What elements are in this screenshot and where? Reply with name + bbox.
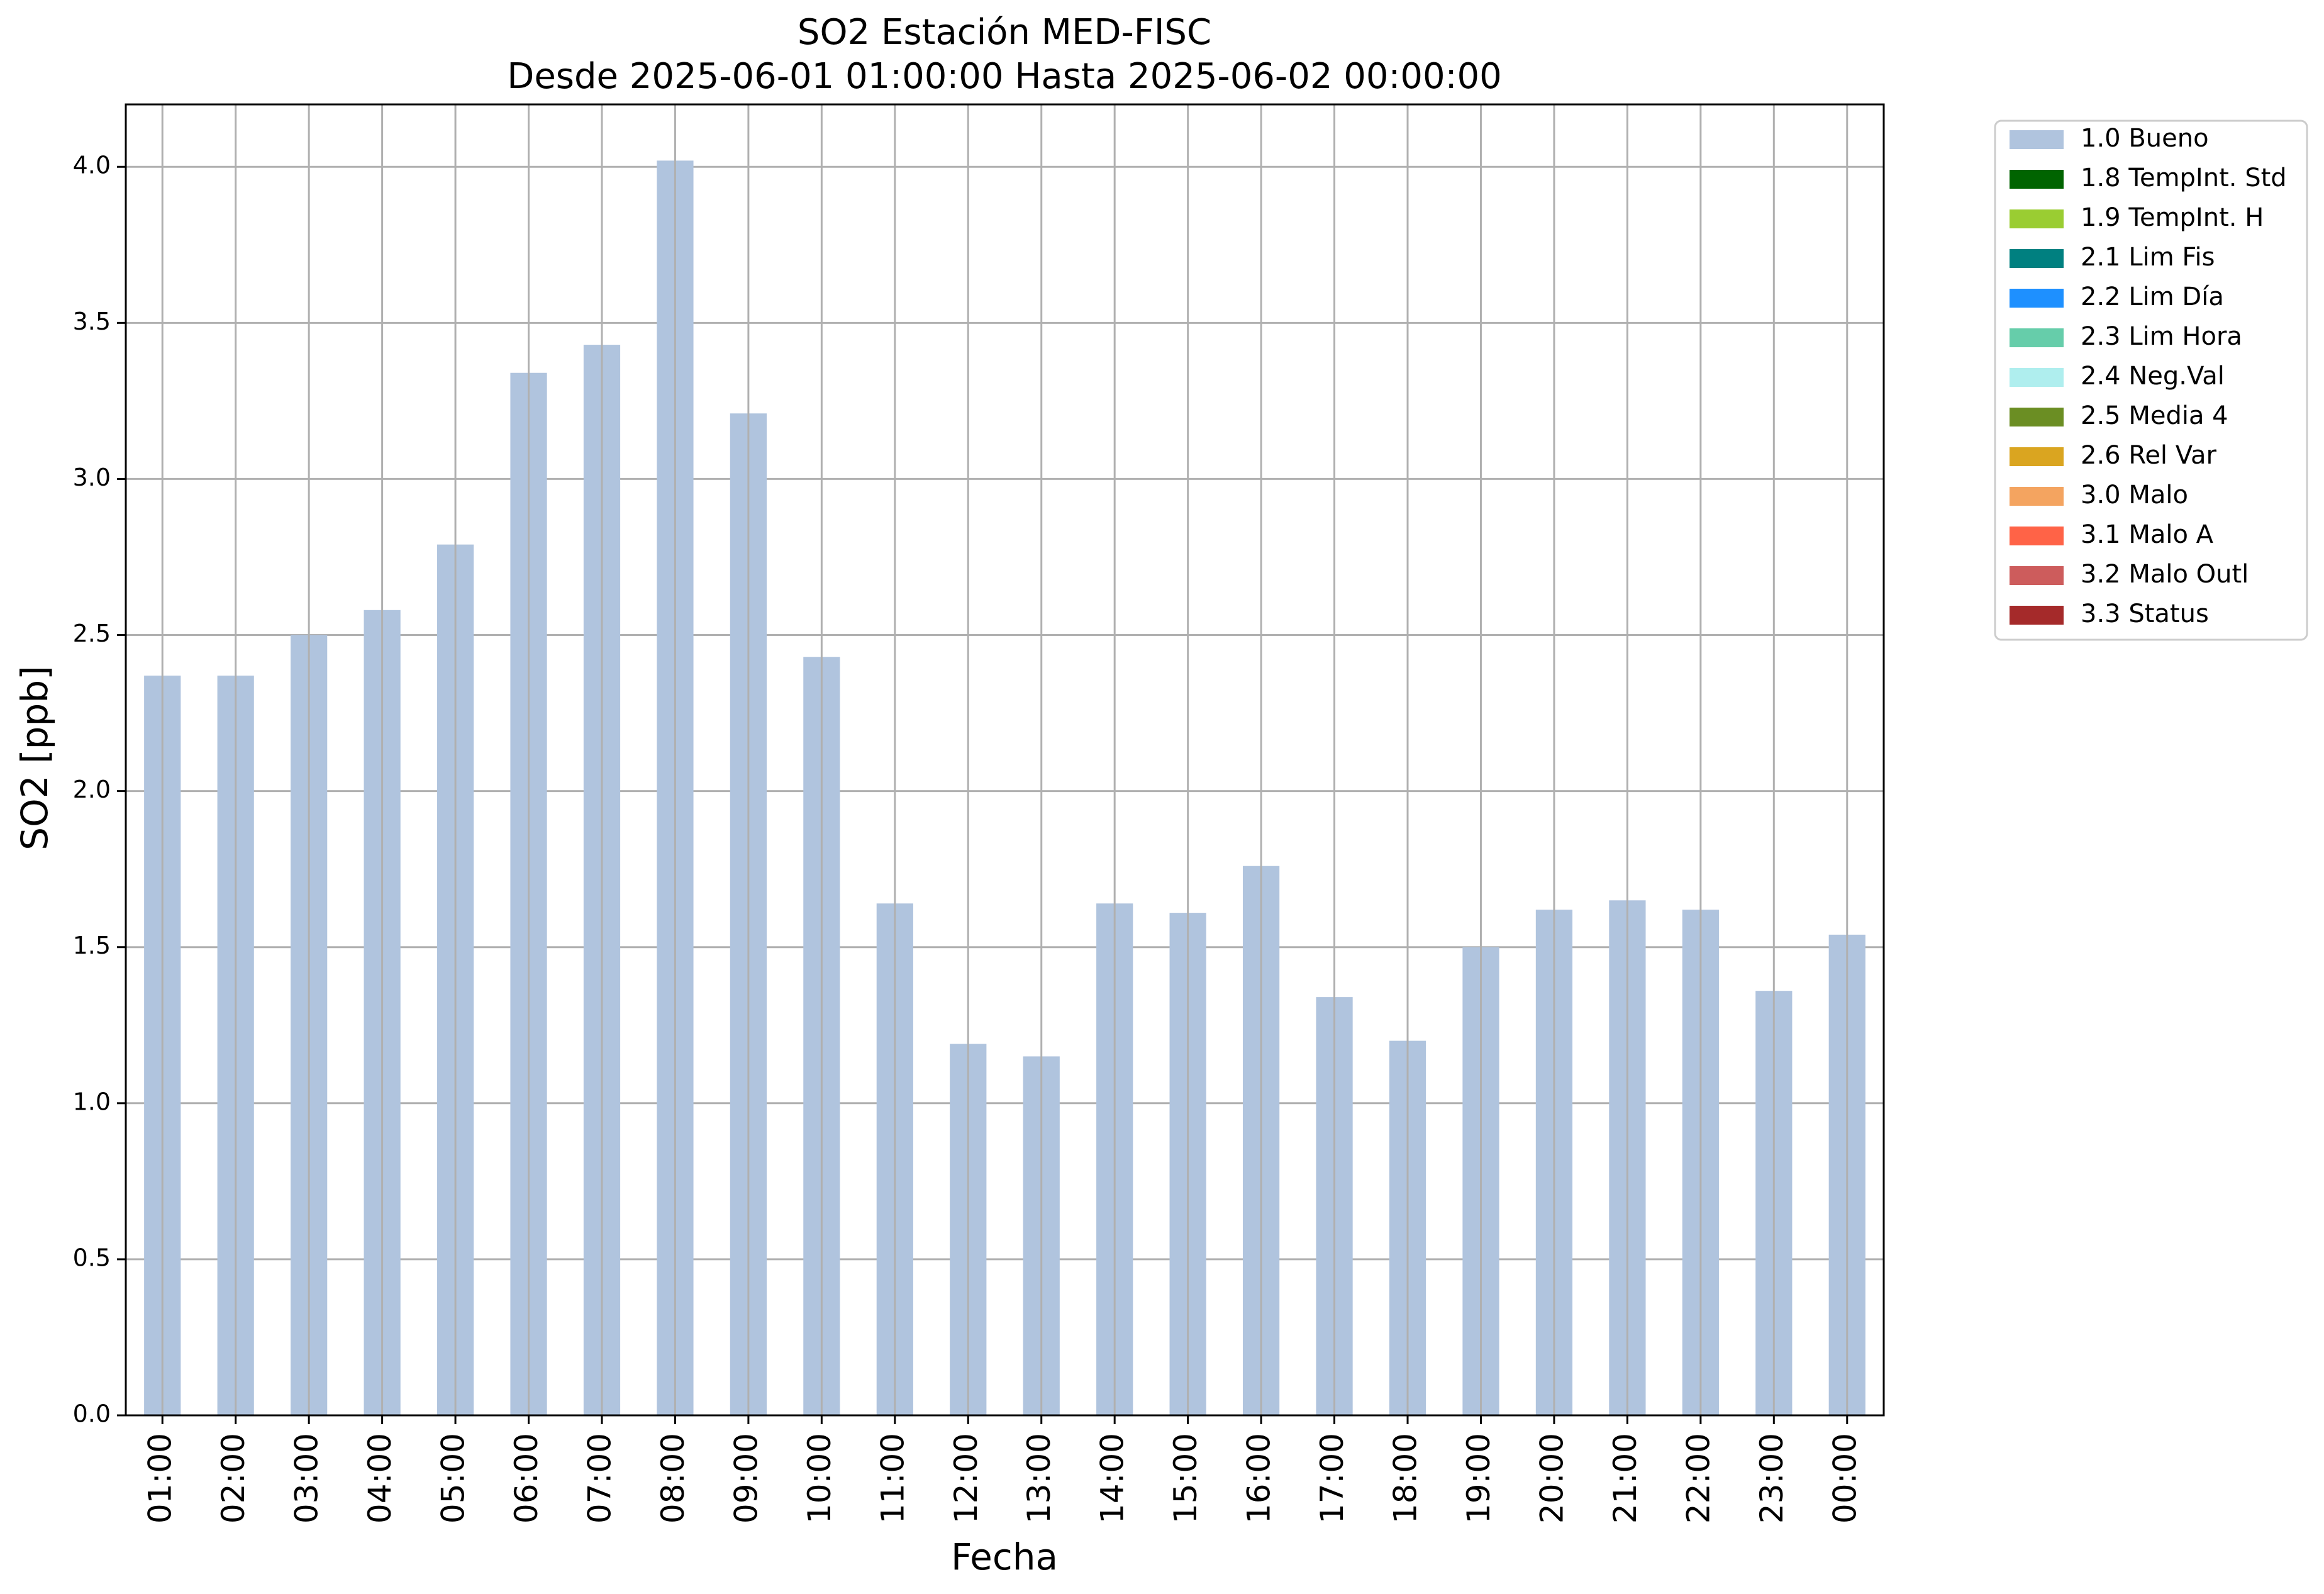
legend-label: 1.9 TempInt. H	[2081, 203, 2264, 232]
legend-label: 3.3 Status	[2081, 599, 2209, 628]
legend-swatch	[2010, 328, 2064, 347]
chart-subtitle: Desde 2025-06-01 01:00:00 Hasta 2025-06-…	[507, 56, 1502, 97]
x-tick-label: 12:00	[948, 1433, 984, 1524]
legend-label: 3.1 Malo A	[2081, 520, 2214, 549]
legend-label: 3.2 Malo Outl	[2081, 560, 2249, 589]
legend-label: 2.4 Neg.Val	[2081, 362, 2225, 391]
legend-swatch	[2010, 249, 2064, 268]
grid-lines-front	[161, 104, 1849, 1415]
legend-swatch	[2010, 368, 2064, 387]
legend-label: 2.6 Rel Var	[2081, 441, 2217, 470]
legend-label: 2.5 Media 4	[2081, 401, 2228, 430]
x-tick-label: 01:00	[142, 1433, 179, 1524]
legend-swatch	[2010, 130, 2064, 149]
x-tick-label: 08:00	[655, 1433, 691, 1524]
legend-swatch	[2010, 527, 2064, 545]
legend-swatch	[2010, 170, 2064, 189]
legend-label: 3.0 Malo	[2081, 481, 2188, 510]
x-tick-label: 11:00	[874, 1433, 911, 1524]
x-tick-label: 14:00	[1094, 1433, 1131, 1524]
x-tick-label: 02:00	[215, 1433, 252, 1524]
x-tick-label: 05:00	[435, 1433, 472, 1524]
x-axis-label: Fecha	[951, 1535, 1058, 1578]
y-tick-label: 1.5	[73, 932, 111, 959]
x-tick-label: 13:00	[1021, 1433, 1057, 1524]
legend-label: 2.2 Lim Día	[2081, 282, 2224, 311]
legend-swatch	[2010, 289, 2064, 308]
x-tick-label: 23:00	[1754, 1433, 1790, 1524]
legend-swatch	[2010, 566, 2064, 585]
legend: 1.0 Bueno 1.8 TempInt. Std 1.9 TempInt. H 2…	[1994, 120, 2308, 641]
x-tick-label: 03:00	[289, 1433, 325, 1524]
y-axis-label: SO2 [ppb]	[13, 666, 56, 850]
x-tick-label: 07:00	[581, 1433, 618, 1524]
y-tick-label: 2.5	[73, 620, 111, 647]
legend-label: 2.1 Lim Fis	[2081, 243, 2215, 272]
legend-label: 2.3 Lim Hora	[2081, 322, 2242, 351]
x-tick-label: 22:00	[1680, 1433, 1716, 1524]
legend-label: 1.0 Bueno	[2081, 124, 2209, 153]
legend-swatch	[2010, 447, 2064, 466]
y-tick-label: 3.5	[73, 308, 111, 335]
y-tick-label: 2.0	[73, 776, 111, 803]
x-tick-label: 10:00	[801, 1433, 838, 1524]
x-tick-label: 21:00	[1607, 1433, 1643, 1524]
x-tick-label: 20:00	[1533, 1433, 1570, 1524]
x-tick-label: 00:00	[1826, 1433, 1863, 1524]
y-tick-label: 0.0	[73, 1400, 111, 1428]
bars	[144, 160, 1865, 1416]
x-tick-label: 04:00	[362, 1433, 398, 1524]
y-tick-label: 4.0	[73, 152, 111, 179]
chart-title: SO2 Estación MED-FISC	[798, 12, 1211, 53]
grid-lines	[126, 165, 1884, 1417]
x-tick-label: 06:00	[508, 1433, 545, 1524]
y-tick-label: 0.5	[73, 1244, 111, 1271]
y-tick-label: 1.0	[73, 1088, 111, 1115]
x-tick-label: 17:00	[1314, 1433, 1350, 1524]
legend-swatch	[2010, 209, 2064, 228]
x-tick-label: 18:00	[1387, 1433, 1424, 1524]
x-axis-ticks: 01:00 02:00 03:00 04:00 05:00 06:00 07:00 08:00…	[142, 1415, 1863, 1524]
x-tick-label: 19:00	[1460, 1433, 1497, 1524]
legend-frame	[1994, 120, 2308, 641]
legend-swatch	[2010, 606, 2064, 625]
x-tick-label: 09:00	[728, 1433, 764, 1524]
x-tick-label: 15:00	[1167, 1433, 1204, 1524]
y-tick-label: 3.0	[73, 464, 111, 491]
legend-swatch	[2010, 408, 2064, 426]
legend-swatch	[2010, 487, 2064, 506]
plot-area-frame	[125, 103, 1885, 1417]
legend-label: 1.8 TempInt. Std	[2081, 164, 2287, 192]
y-axis-ticks: 0.0 0.5 1.0 1.5 2.0 2.5 3.0 3.5 4.0	[73, 152, 126, 1428]
x-tick-label: 16:00	[1241, 1433, 1277, 1524]
